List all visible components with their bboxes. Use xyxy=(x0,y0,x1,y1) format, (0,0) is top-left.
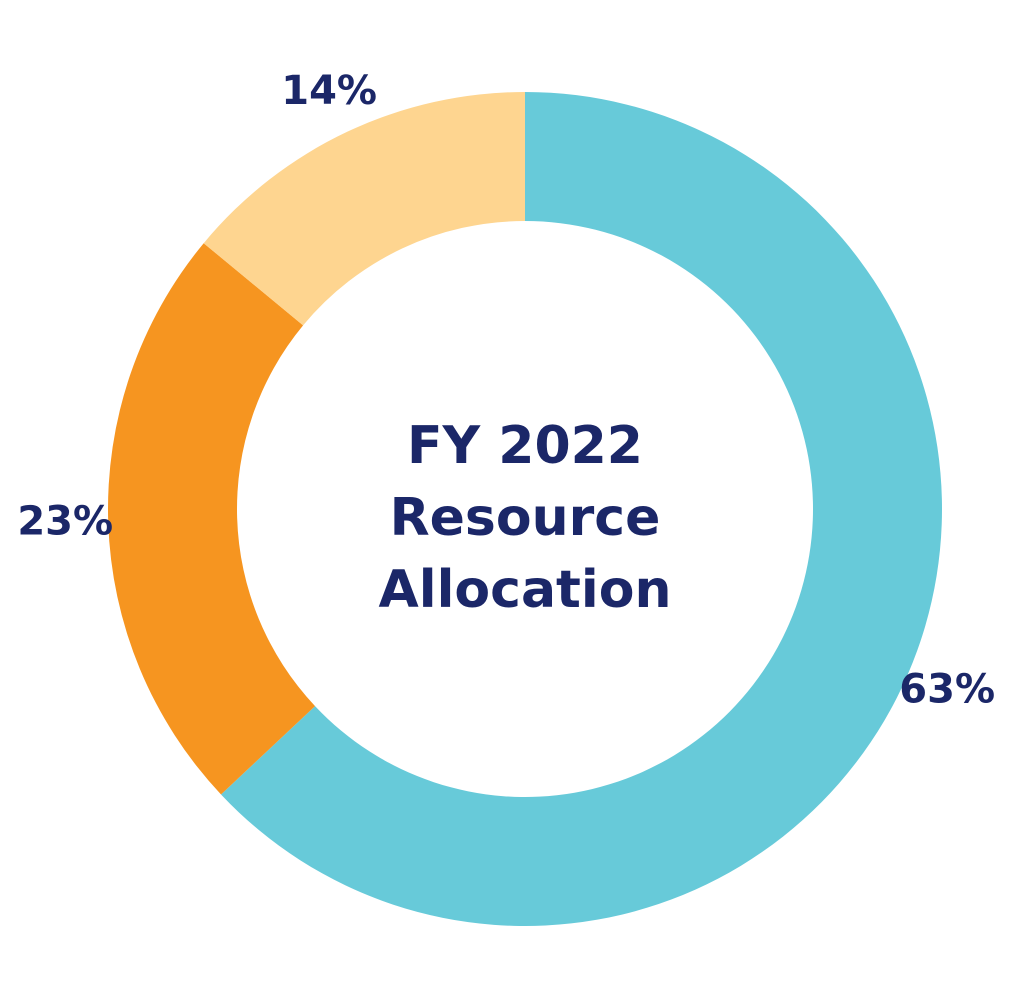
labels-layer: 63% 23% 14% xyxy=(17,68,995,713)
pie-slice-2 xyxy=(108,243,316,795)
pie-slice-3 xyxy=(203,92,525,326)
chart-title: FY 2022 Resource Allocation xyxy=(325,410,725,626)
slice-label-3: 14% xyxy=(281,68,377,114)
slice-label-1: 63% xyxy=(899,667,995,713)
title-line-3: Allocation xyxy=(378,560,672,620)
title-line-1: FY 2022 xyxy=(406,416,643,476)
pie-slice-1 xyxy=(221,92,942,926)
slice-label-2: 23% xyxy=(17,498,113,544)
title-line-2: Resource xyxy=(389,488,661,548)
slices-layer xyxy=(108,92,942,926)
